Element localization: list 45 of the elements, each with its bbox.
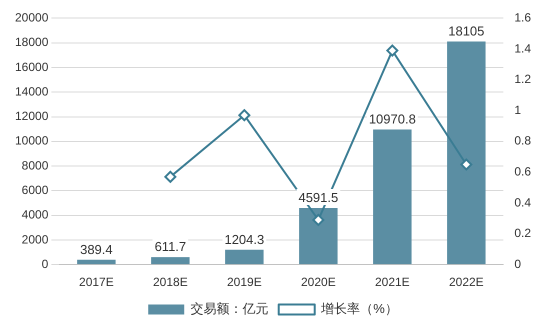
y-tick-label: 8000 — [22, 158, 49, 172]
point — [386, 44, 398, 57]
data-label: 10970.8 — [368, 112, 416, 127]
bar — [299, 208, 338, 264]
data-label: 1204.3 — [224, 232, 264, 247]
point — [312, 214, 324, 226]
y2-tick-label: 1.6 — [514, 10, 532, 25]
x-tick-label: 2018E — [153, 275, 188, 290]
y2-tick-label: 0.2 — [514, 226, 532, 240]
y-tick-label: 16000 — [14, 60, 49, 74]
x-tick-label: 2017E — [79, 275, 114, 290]
bar — [77, 260, 116, 264]
y-tick-label: 14000 — [14, 84, 49, 98]
x-tick-label: 2020E — [300, 275, 336, 290]
y-tick-label: 10000 — [14, 134, 49, 148]
legend-label: 增长率（%） — [320, 301, 398, 316]
y2-tick-label: 0.8 — [514, 134, 532, 148]
bar — [373, 129, 412, 264]
point — [164, 170, 176, 183]
y2-tick-label: 1.2 — [514, 72, 532, 86]
data-label: 4591.5 — [298, 190, 338, 206]
bar — [151, 257, 190, 264]
y2-tick-label: 1 — [514, 102, 522, 117]
legend-label: 交易额：亿元 — [190, 301, 269, 316]
y-tick-label: 12000 — [14, 109, 49, 124]
data-label: 389.4 — [80, 242, 113, 257]
data-label: 18105 — [448, 24, 484, 39]
y-tick-label: 6000 — [22, 182, 49, 197]
bar — [225, 250, 264, 264]
y2-tick-label: 0 — [514, 256, 522, 271]
y-tick-label: 20000 — [14, 10, 49, 25]
x-tick-label: 2022E — [448, 275, 484, 290]
y-tick-label: 4000 — [22, 208, 49, 222]
y-tick-label: 2000 — [22, 232, 49, 246]
y-tick-label: 0 — [42, 256, 49, 271]
data-label: 611.7 — [154, 239, 186, 254]
y-tick-label: 18000 — [14, 35, 49, 50]
y2-tick-label: 0.4 — [514, 195, 532, 210]
point — [460, 158, 472, 170]
x-tick-label: 2021E — [374, 275, 410, 290]
y2-tick-label: 0.6 — [514, 164, 532, 179]
point — [238, 109, 250, 122]
y2-tick-label: 1.4 — [514, 41, 532, 56]
bar — [447, 42, 486, 264]
x-tick-label: 2019E — [226, 275, 262, 290]
